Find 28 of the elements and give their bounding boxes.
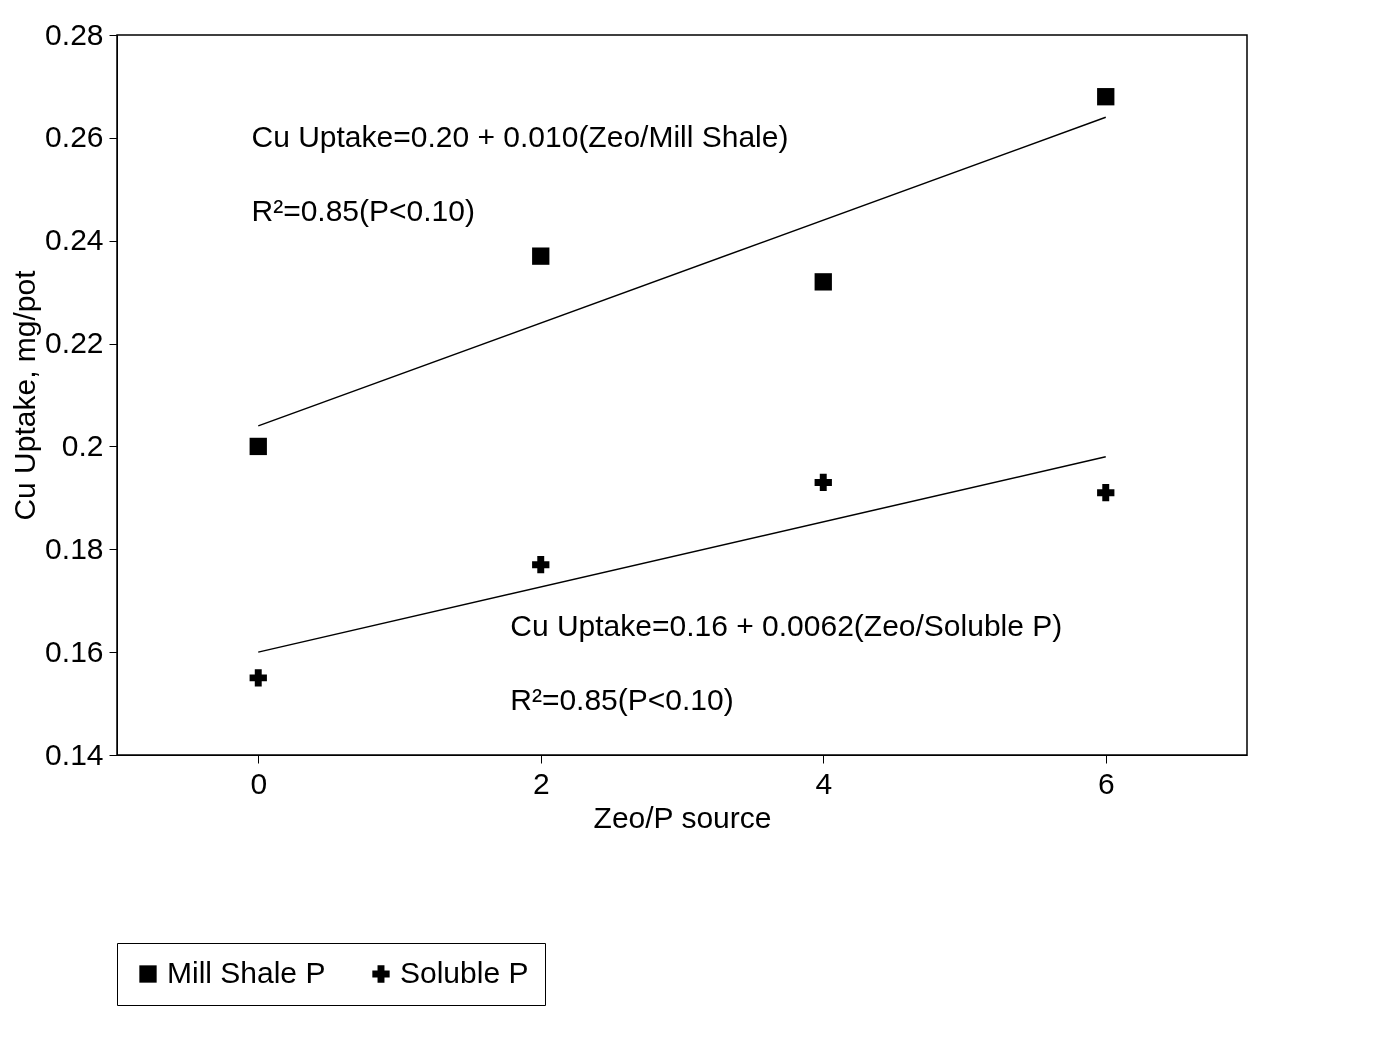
y-tick-label: 0.16 [45,634,104,668]
y-tick-label: 0.18 [45,531,104,565]
y-tick-label: 0.28 [45,17,104,51]
x-tick-label: 6 [1097,766,1115,800]
y-tick-label: 0.14 [45,737,104,771]
x-tick-label: 4 [815,766,833,800]
y-tick-label: 0.2 [61,428,104,462]
y-tick-label: 0.26 [45,120,104,154]
annotation: R²=0.85(P<0.10) [251,194,475,228]
annotation: R²=0.85(P<0.10) [510,683,734,716]
point [532,247,550,265]
point [814,273,832,291]
x-axis-title: Zeo/P source [593,800,772,834]
point [1097,484,1115,502]
point [814,473,832,492]
x-tick-label: 0 [250,766,268,800]
y-tick-label: 0.24 [45,223,104,257]
point [1097,88,1115,106]
legend-label: Soluble P [400,956,529,989]
point [249,669,267,687]
point [532,556,550,574]
y-tick-label: 0.22 [45,326,104,360]
point [249,437,267,456]
annotation: Cu Uptake=0.16 + 0.0062(Zeo/Soluble P) [510,608,1063,642]
annotation: Cu Uptake=0.20 + 0.010(Zeo/Mill Shale) [251,119,789,153]
x-tick-label: 2 [532,766,550,800]
legend-label: Mill Shale P [167,956,326,989]
y-axis-title: Cu Uptake, mg/pot [8,269,42,521]
